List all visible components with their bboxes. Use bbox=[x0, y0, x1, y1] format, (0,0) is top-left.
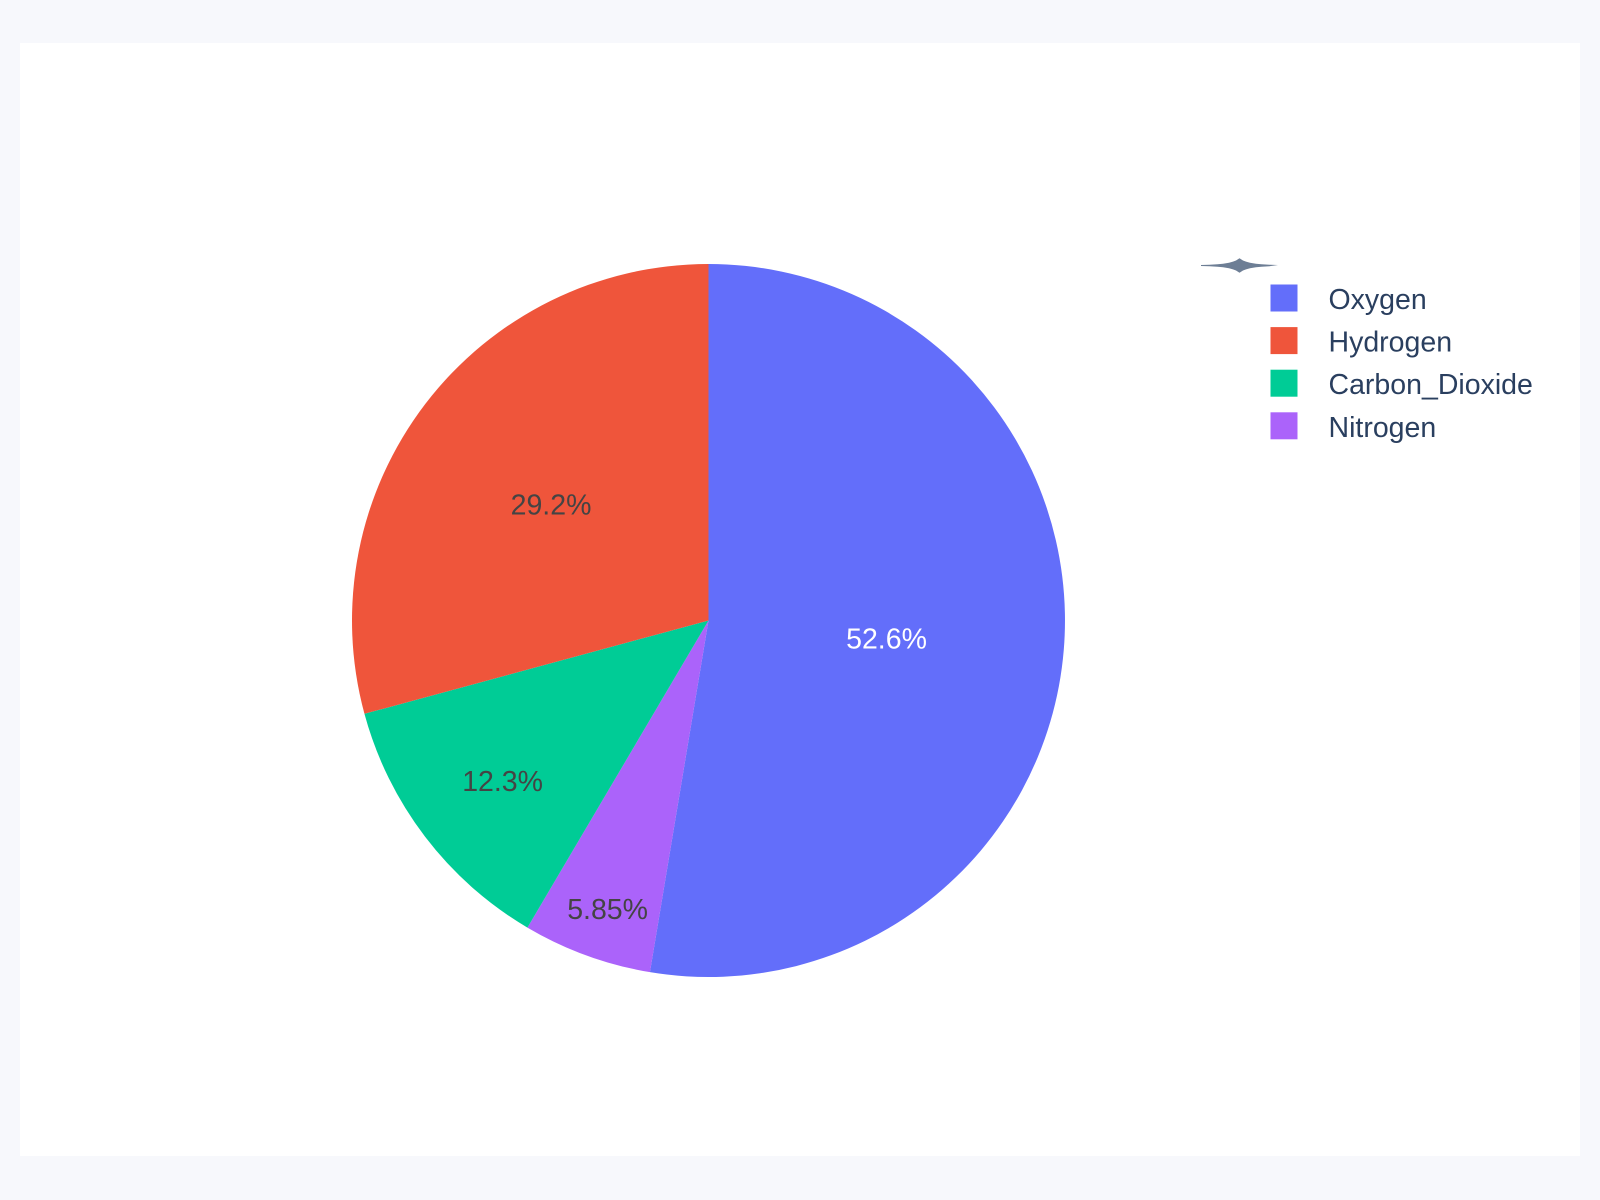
svg-text:Carbon_Dioxide: Carbon_Dioxide bbox=[1329, 369, 1533, 401]
svg-text:Oxygen: Oxygen bbox=[1329, 284, 1427, 316]
svg-text:Hydrogen: Hydrogen bbox=[1329, 327, 1453, 359]
svg-text:5.85%: 5.85% bbox=[567, 894, 648, 926]
svg-text:52.6%: 52.6% bbox=[846, 624, 927, 656]
svg-text:Nitrogen: Nitrogen bbox=[1329, 412, 1437, 444]
svg-text:29.2%: 29.2% bbox=[511, 490, 592, 522]
svg-text:12.3%: 12.3% bbox=[462, 766, 543, 798]
